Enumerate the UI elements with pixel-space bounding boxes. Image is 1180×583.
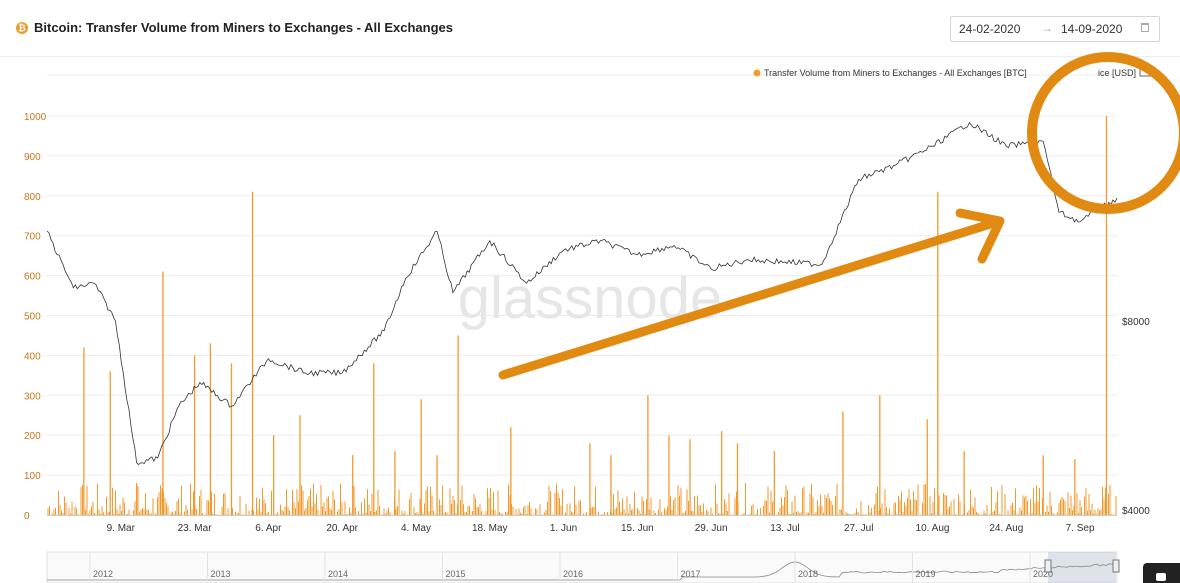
y-tick-label: 300 — [24, 391, 41, 402]
navigator-year-label: 2014 — [328, 569, 348, 579]
navigator-year-label: 2015 — [446, 569, 466, 579]
legend-volume-label[interactable]: Transfer Volume from Miners to Exchanges… — [764, 68, 1027, 78]
y-tick-label: 0 — [24, 511, 30, 522]
navigator-year-label: 2018 — [798, 569, 818, 579]
navigator-selection[interactable] — [1048, 552, 1116, 583]
annotation-circle — [1027, 52, 1180, 214]
arrow-right-icon: → — [1041, 21, 1053, 35]
navigator-years: 2012 2013 2014 2015 2016 2017 2018 2019 2020 — [89, 553, 1053, 583]
date-start-input[interactable]: 24-02-2020 — [959, 22, 1021, 36]
date-end-input[interactable]: 14-09-2020 — [1061, 22, 1123, 36]
y-tick-label: 100 — [24, 471, 41, 482]
calendar-icon[interactable] — [1141, 23, 1149, 32]
range-navigator[interactable]: 2012 2013 2014 2015 2016 2017 2018 2019 2020 — [46, 551, 1120, 583]
navigator-year-label: 2020 — [1033, 569, 1053, 579]
chat-button[interactable] — [1143, 563, 1180, 583]
navigator-year-label: 2016 — [563, 569, 583, 579]
navigator-left-handle[interactable] — [1044, 559, 1052, 573]
annotations — [498, 52, 1180, 380]
annotation-arrow-shaft — [498, 217, 1002, 380]
x-tick-label: 4. May — [401, 523, 431, 534]
chat-icon — [1156, 573, 1166, 581]
navigator-year-label: 2013 — [211, 569, 231, 579]
x-tick-label: 29. Jun — [695, 523, 728, 534]
chart-header: ₿ Bitcoin: Transfer Volume from Miners t… — [0, 0, 1180, 56]
x-tick-label: 27. Jul — [844, 523, 873, 534]
y-tick-label: 1000 — [24, 112, 47, 123]
x-tick-label: 15. Jun — [621, 523, 654, 534]
volume-series — [47, 116, 1117, 515]
y-tick-label: 900 — [24, 152, 41, 163]
x-tick-label: 24. Aug — [989, 523, 1023, 534]
y-right-tick-label: $4000 — [1122, 506, 1150, 517]
y-tick-label: 800 — [24, 192, 41, 203]
x-tick-label: 10. Aug — [916, 523, 950, 534]
legend-price-label[interactable]: ice [USD] — [1098, 68, 1136, 78]
navigator-price-line — [47, 561, 1115, 581]
bitcoin-icon: ₿ — [16, 22, 28, 34]
y-tick-label: 700 — [24, 232, 41, 243]
x-tick-label: 20. Apr — [326, 523, 358, 534]
y-tick-label: 500 — [24, 312, 41, 323]
x-tick-label: 7. Sep — [1066, 523, 1095, 534]
y-right-tick-label: $8000 — [1122, 317, 1150, 328]
legend-volume-marker — [753, 69, 761, 77]
y-axis-left: 0 100 200 300 400 500 600 700 800 900 1000 — [24, 112, 47, 522]
header-divider — [0, 56, 1180, 57]
navigator-year-label: 2012 — [93, 569, 113, 579]
y-tick-label: 200 — [24, 431, 41, 442]
y-tick-label: 400 — [24, 351, 41, 362]
x-axis: 9. Mar 23. Mar 6. Apr 20. Apr 4. May 18. May 1… — [47, 515, 1117, 534]
price-series-line — [46, 121, 1118, 466]
x-tick-label: 6. Apr — [255, 523, 282, 534]
y-axis-right: $4000 $8000 — [1122, 317, 1150, 517]
annotation-arrow-head — [955, 208, 1005, 264]
x-tick-label: 13. Jul — [770, 523, 799, 534]
x-tick-label: 1. Jun — [550, 523, 577, 534]
y-tick-label: 600 — [24, 272, 41, 283]
navigator-year-label: 2019 — [916, 569, 936, 579]
legend[interactable]: Transfer Volume from Miners to Exchanges… — [753, 65, 1151, 78]
x-tick-label: 18. May — [472, 523, 508, 534]
x-tick-label: 9. Mar — [107, 523, 136, 534]
navigator-year-label: 2017 — [681, 569, 701, 579]
navigator-right-handle[interactable] — [1112, 559, 1120, 573]
x-tick-label: 23. Mar — [178, 523, 213, 534]
date-range-picker[interactable]: 24-02-2020 → 14-09-2020 — [950, 16, 1160, 42]
chart-title: Bitcoin: Transfer Volume from Miners to … — [34, 20, 453, 35]
gridlines — [47, 74, 1117, 516]
